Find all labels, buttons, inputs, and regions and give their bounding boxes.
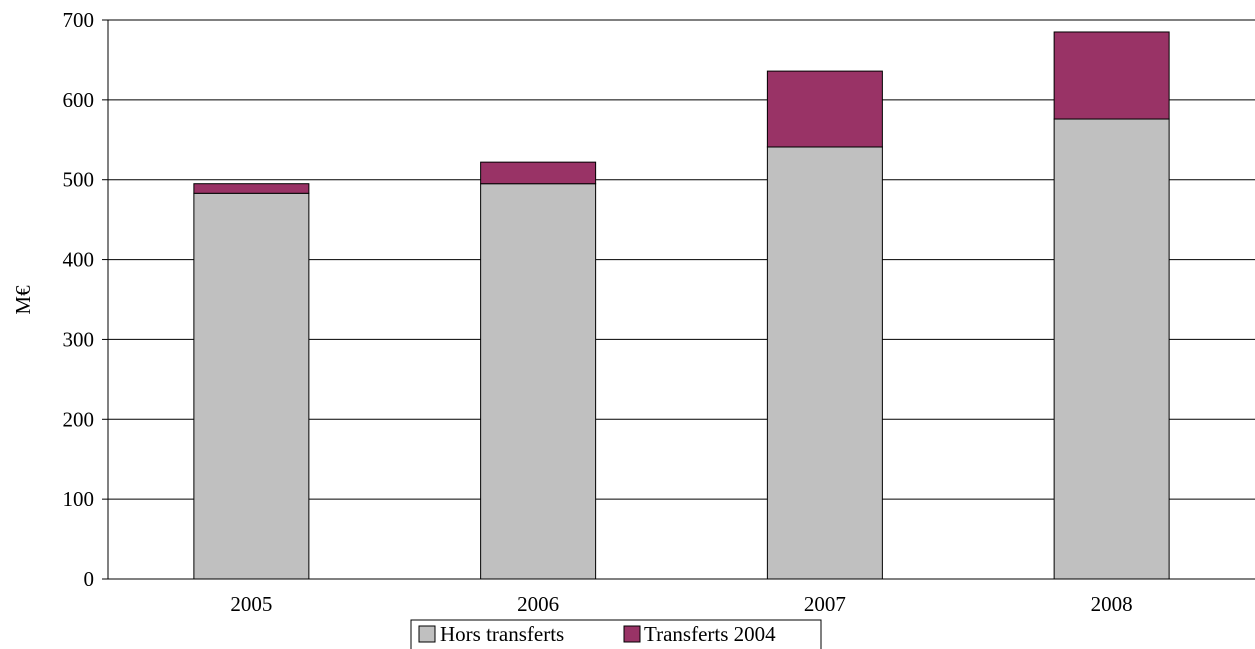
legend-swatch-transferts-2004 <box>623 625 641 643</box>
axes <box>107 20 1255 580</box>
y-tick-label: 200 <box>63 407 95 431</box>
y-tick-label: 500 <box>63 168 95 192</box>
x-tick-label: 2005 <box>230 592 272 616</box>
bar-transferts-2004-2005 <box>193 183 310 194</box>
y-tick-label: 0 <box>84 567 95 591</box>
x-tick-label: 2008 <box>1091 592 1133 616</box>
bar-hors-transferts-2007 <box>766 146 883 580</box>
legend: Hors transferts Transferts 2004 <box>410 619 822 649</box>
y-tick-label: 600 <box>63 88 95 112</box>
y-tick-label: 300 <box>63 327 95 351</box>
bar-hors-transferts-2006 <box>480 183 597 580</box>
legend-label-hors-transferts: Hors transferts <box>440 622 564 646</box>
y-tick-labels: 0 100 200 300 400 500 600 700 <box>63 8 108 591</box>
x-tick-labels: 2005 2006 2007 2008 <box>230 592 1132 616</box>
bar-transferts-2004-2007 <box>766 70 883 148</box>
y-tick-label: 700 <box>63 8 95 32</box>
x-tick-label: 2006 <box>517 592 559 616</box>
bar-transferts-2004-2006 <box>480 161 597 185</box>
bar-hors-transferts-2005 <box>193 192 310 580</box>
legend-swatch-hors-transferts <box>418 625 436 643</box>
y-tick-label: 400 <box>63 248 95 272</box>
bars <box>193 31 1170 580</box>
legend-label-transferts-2004: Transferts 2004 <box>644 622 776 646</box>
legend-box <box>410 619 822 649</box>
y-axis-title: M€ <box>11 285 35 315</box>
bar-transferts-2004-2008 <box>1053 31 1170 120</box>
y-tick-label: 100 <box>63 487 95 511</box>
x-tick-label: 2007 <box>804 592 846 616</box>
bar-hors-transferts-2008 <box>1053 118 1170 580</box>
